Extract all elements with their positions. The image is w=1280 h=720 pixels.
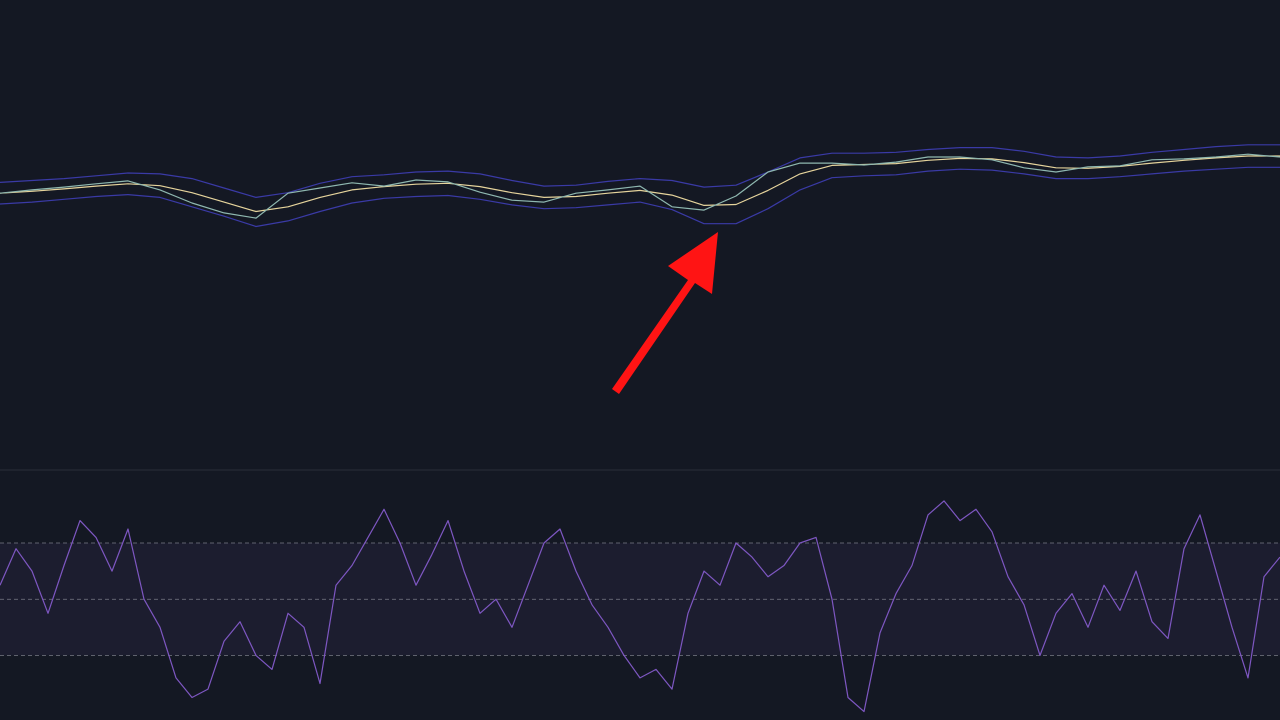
pointer-arrow — [612, 232, 718, 394]
series-line — [0, 155, 1280, 213]
rsi-panel — [0, 500, 1280, 713]
series-line — [0, 153, 1280, 219]
series-line — [0, 166, 1280, 228]
series-line — [0, 500, 1280, 713]
price-panel — [0, 144, 1280, 228]
series-line — [0, 144, 1280, 198]
